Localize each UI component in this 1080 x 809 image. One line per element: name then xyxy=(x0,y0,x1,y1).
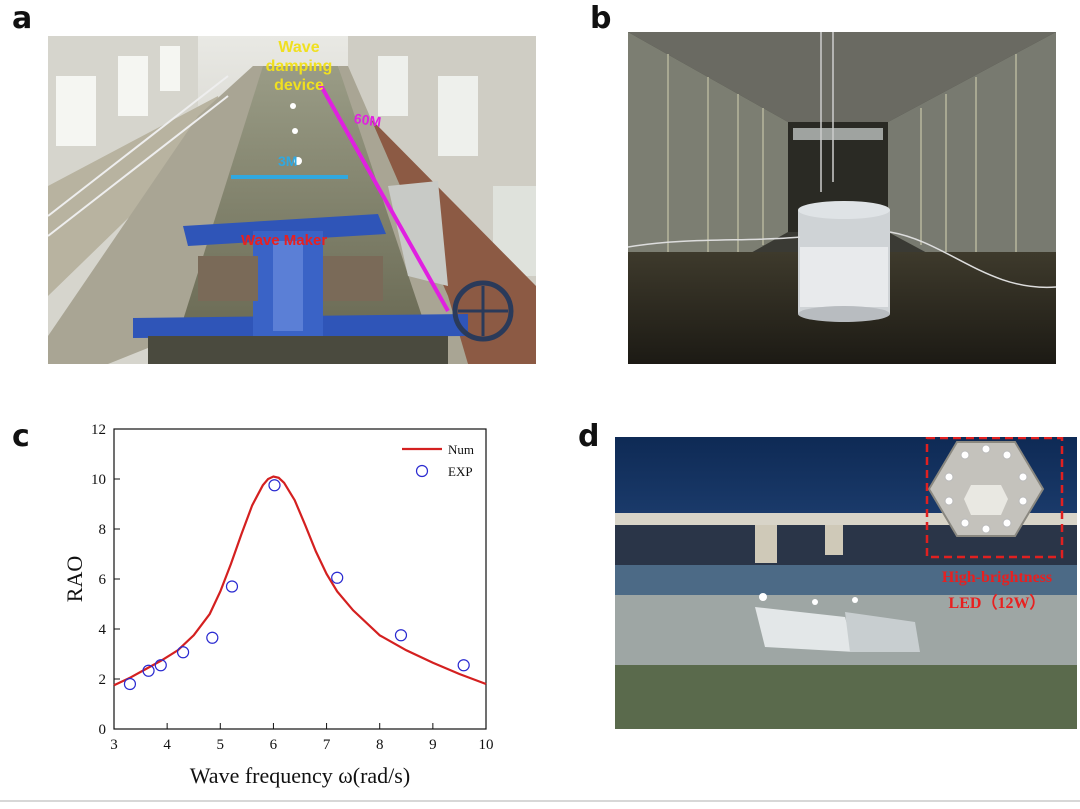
x-tick-label: 6 xyxy=(270,737,278,753)
y-tick-label: 2 xyxy=(99,672,107,688)
x-tick-label: 4 xyxy=(163,737,171,753)
panel-letter-a: a xyxy=(12,1,33,36)
y-tick-label: 10 xyxy=(91,472,106,488)
led-label-line1: High-brightness xyxy=(941,569,1053,586)
y-tick-label: 6 xyxy=(99,572,107,588)
exp-data-point xyxy=(394,629,408,642)
rao-chart: 3 4 5 6 7 8 9 10 0 2 4 6 8 10 12 Num EXP Wave frequency… xyxy=(62,422,494,788)
wave-damping-label-line2: damping xyxy=(265,58,333,75)
panel-letter-d: d xyxy=(578,419,600,454)
exp-data-point xyxy=(123,677,137,691)
x-tick-label: 8 xyxy=(376,737,384,753)
x-tick-label: 7 xyxy=(323,737,331,753)
legend-exp-label: EXP xyxy=(448,464,473,479)
exp-data-point xyxy=(176,646,190,659)
x-axis-label: Wave frequency ω(rad/s) xyxy=(190,763,410,788)
y-axis-label: RAO xyxy=(62,556,87,602)
exp-data-point xyxy=(142,664,155,677)
y-tick-label: 8 xyxy=(99,522,107,538)
wave-damping-label: Wave damping device xyxy=(254,38,344,95)
led-setup-photo: High-brightness LED（12W） xyxy=(615,437,1077,729)
x-tick-label: 5 xyxy=(217,737,225,753)
exp-data-point xyxy=(457,659,470,672)
y-tick-label: 0 xyxy=(99,722,107,738)
y-tick-label: 12 xyxy=(91,422,106,438)
y-tick-label: 4 xyxy=(99,622,107,638)
bottom-divider xyxy=(0,800,1080,802)
panel-letter-c: c xyxy=(12,419,30,454)
exp-data-point xyxy=(331,571,344,584)
x-tick-label: 10 xyxy=(479,737,494,753)
wave-damping-label-line1: Wave xyxy=(278,39,320,56)
length-indicator-line xyxy=(318,83,450,312)
width-label: 3M xyxy=(278,153,298,169)
exp-data-point xyxy=(206,631,219,644)
led-label-line2: LED（12W） xyxy=(948,595,1046,612)
led-highlight-box xyxy=(925,437,1064,559)
x-tick-label: 9 xyxy=(429,737,437,753)
legend-num-label: Num xyxy=(448,442,474,457)
num-series-line xyxy=(113,475,487,687)
legend-exp-swatch xyxy=(415,464,429,478)
wave-damping-label-line3: device xyxy=(274,77,324,94)
exp-data-point xyxy=(225,580,239,593)
panel-letter-b: b xyxy=(590,1,612,36)
x-tick-label: 3 xyxy=(110,737,118,753)
cylinder-model-photo xyxy=(628,32,1056,364)
plot-frame xyxy=(113,428,487,730)
exp-data-point xyxy=(268,479,281,492)
led-label: High-brightness LED（12W） xyxy=(921,565,1073,617)
wave-tank-photo: Wave damping device 60M 3M Wave Maker xyxy=(48,36,536,364)
wave-maker-label: Wave Maker xyxy=(241,232,328,249)
exp-data-point xyxy=(154,659,167,672)
